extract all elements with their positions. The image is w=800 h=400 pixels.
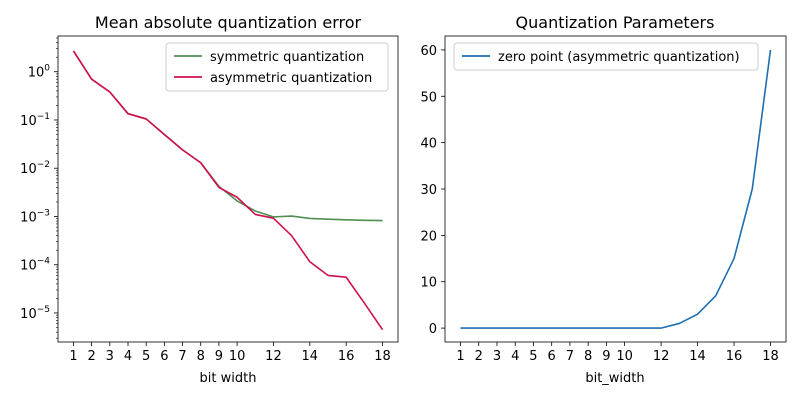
y-tick-label: 20 <box>420 229 437 244</box>
y-tick-label: 10−4 <box>20 257 50 274</box>
x-tick-label: 5 <box>142 349 150 364</box>
y-tick-base: 10 <box>20 210 37 225</box>
y-tick-exponent: −2 <box>37 160 50 170</box>
x-tick-label: 12 <box>265 349 282 364</box>
legend-label: asymmetric quantization <box>210 71 372 86</box>
y-tick-label: 10−2 <box>20 160 50 177</box>
y-tick-label: 60 <box>420 44 437 59</box>
chart-title: Quantization Parameters <box>516 13 715 32</box>
x-tick-label: 18 <box>762 349 779 364</box>
y-tick-exponent: −3 <box>37 208 50 218</box>
x-tick-label: 18 <box>374 349 391 364</box>
x-tick-label: 8 <box>584 349 592 364</box>
y-tick-exponent: −4 <box>37 257 51 267</box>
chart-title: Mean absolute quantization error <box>95 13 362 32</box>
axes-frame <box>57 35 399 343</box>
x-tick-label: 7 <box>566 349 574 364</box>
y-tick-base: 10 <box>20 307 37 322</box>
x-axis-label: bit width <box>200 371 257 386</box>
x-tick-label: 16 <box>726 349 743 364</box>
series-line-2 <box>72 50 384 331</box>
x-tick-label: 3 <box>493 349 501 364</box>
x-tick-label: 5 <box>529 349 537 364</box>
y-tick-label: 30 <box>420 183 437 198</box>
y-tick-label: 0 <box>429 322 437 337</box>
x-tick-label: 2 <box>475 349 483 364</box>
plot-marks: 1 2 3 4 5 6 7 8 9 10 12 14 16 1810−510−410−310−210−11… <box>20 35 399 364</box>
x-tick-label: 4 <box>511 349 519 364</box>
chart-mean-abs-error: Mean absolute quantization error bit wid… <box>20 13 399 386</box>
legend-label: zero point (asymmetric quantization) <box>498 50 740 65</box>
x-tick-label: 9 <box>215 349 223 364</box>
x-tick-label: 1 <box>69 349 77 364</box>
legend-box <box>453 42 759 71</box>
y-tick-exponent: 0 <box>44 64 50 74</box>
series-line-1 <box>460 49 772 329</box>
y-tick-base: 10 <box>20 162 37 177</box>
y-tick-label: 40 <box>420 137 437 152</box>
x-axis-label: bit_width <box>585 371 644 386</box>
legend-box <box>165 42 389 92</box>
y-tick-label: 100 <box>28 64 51 81</box>
y-tick-label: 10−1 <box>20 112 50 129</box>
x-tick-label: 2 <box>87 349 95 364</box>
x-tick-label: 10 <box>229 349 246 364</box>
y-tick-label: 50 <box>420 90 437 105</box>
y-tick-label: 10−3 <box>20 208 50 225</box>
legend: zero point (asymmetric quantization) <box>453 42 759 71</box>
y-tick-exponent: −5 <box>37 305 50 315</box>
x-tick-label: 14 <box>302 349 319 364</box>
x-tick-label: 6 <box>548 349 556 364</box>
axes-frame <box>444 35 787 343</box>
x-tick-label: 6 <box>160 349 168 364</box>
x-tick-label: 7 <box>178 349 186 364</box>
x-tick-label: 16 <box>338 349 355 364</box>
x-tick-label: 10 <box>616 349 633 364</box>
x-tick-label: 8 <box>197 349 205 364</box>
y-tick-base: 10 <box>28 66 45 81</box>
y-tick-base: 10 <box>20 259 37 274</box>
x-tick-label: 1 <box>456 349 464 364</box>
x-tick-label: 12 <box>653 349 670 364</box>
x-tick-label: 9 <box>602 349 610 364</box>
x-tick-label: 3 <box>106 349 114 364</box>
legend-label: symmetric quantization <box>210 50 364 65</box>
y-tick-label: 10−5 <box>20 305 50 322</box>
x-tick-label: 4 <box>124 349 132 364</box>
y-tick-exponent: −1 <box>37 112 50 122</box>
legend: symmetric quantization asymmetric quantiz… <box>165 42 389 92</box>
x-tick-label: 14 <box>689 349 706 364</box>
y-tick-base: 10 <box>20 114 37 129</box>
y-tick-label: 10 <box>420 276 437 291</box>
